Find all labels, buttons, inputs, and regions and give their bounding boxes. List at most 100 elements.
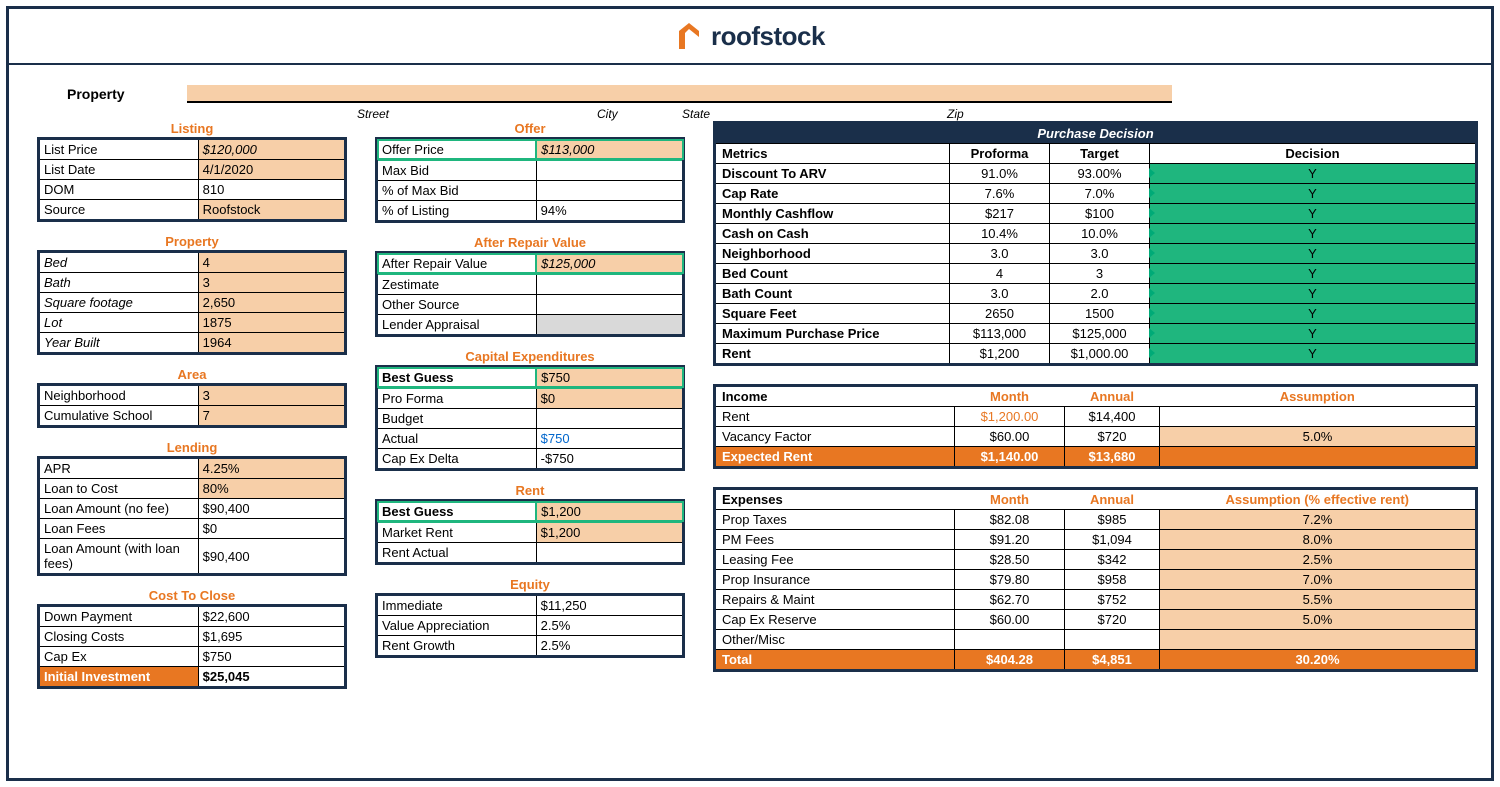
row-value[interactable]: 7 xyxy=(198,406,345,427)
cell: $14,400 xyxy=(1065,407,1160,427)
pd-cell: Cap Rate xyxy=(715,184,950,204)
row-value[interactable] xyxy=(536,315,683,336)
row-value[interactable]: 1964 xyxy=(198,333,345,354)
row-label: Loan Amount (with loan fees) xyxy=(39,539,199,575)
row-value[interactable] xyxy=(536,295,683,315)
cell: Cap Ex Reserve xyxy=(715,610,955,630)
row-value[interactable]: $1,200 xyxy=(536,522,683,543)
row-value[interactable]: $0 xyxy=(198,519,345,539)
cell: Expected Rent xyxy=(715,447,955,468)
cell: $404.28 xyxy=(955,650,1065,671)
row-value[interactable]: $22,600 xyxy=(198,606,345,627)
row-label: Loan Amount (no fee) xyxy=(39,499,199,519)
row-value[interactable]: $120,000 xyxy=(198,139,345,160)
cell: $79.80 xyxy=(955,570,1065,590)
cell: Repairs & Maint xyxy=(715,590,955,610)
row-value[interactable]: -$750 xyxy=(536,449,683,470)
row-value[interactable]: 2.5% xyxy=(536,616,683,636)
content-area: Property Street City State Zip Listing L… xyxy=(9,65,1491,699)
pd-header: Metrics xyxy=(715,144,950,164)
column-1: Listing List Price$120,000List Date4/1/2… xyxy=(37,121,347,689)
pd-cell: 3.0 xyxy=(950,244,1050,264)
pd-cell: Y xyxy=(1150,344,1477,365)
cell: $342 xyxy=(1065,550,1160,570)
row-value[interactable]: $11,250 xyxy=(536,595,683,616)
pd-cell: Square Feet xyxy=(715,304,950,324)
pd-cell: Y xyxy=(1150,204,1477,224)
row-value[interactable] xyxy=(536,181,683,201)
offer-block: Offer Offer Price$113,000Max Bid% of Max… xyxy=(375,121,685,223)
area-title: Area xyxy=(37,367,347,382)
pd-cell: $1,000.00 xyxy=(1050,344,1150,365)
row-value[interactable]: $750 xyxy=(198,647,345,667)
income-block: IncomeMonthAnnualAssumptionRent$1,200.00… xyxy=(713,384,1478,469)
property-address-row: Property Street City State Zip xyxy=(37,85,1463,103)
cell: $1,200.00 xyxy=(955,407,1065,427)
row-value[interactable]: 94% xyxy=(536,201,683,222)
row-value[interactable]: $1,200 xyxy=(536,501,683,523)
row-value[interactable]: 4.25% xyxy=(198,458,345,479)
row-label: Initial Investment xyxy=(39,667,199,688)
col-header: Month xyxy=(955,489,1065,510)
pd-cell: 2650 xyxy=(950,304,1050,324)
row-label: List Price xyxy=(39,139,199,160)
lending-table: APR4.25%Loan to Cost80%Loan Amount (no f… xyxy=(37,456,347,576)
row-value[interactable]: Roofstock xyxy=(198,200,345,221)
cell: $13,680 xyxy=(1065,447,1160,468)
row-value[interactable]: $25,045 xyxy=(198,667,345,688)
row-value[interactable]: $113,000 xyxy=(536,139,683,161)
cell: Prop Taxes xyxy=(715,510,955,530)
row-label: After Repair Value xyxy=(377,253,537,275)
row-value[interactable] xyxy=(536,409,683,429)
row-label: Square footage xyxy=(39,293,199,313)
pd-cell: 2.0 xyxy=(1050,284,1150,304)
cell: Rent xyxy=(715,407,955,427)
cell: $985 xyxy=(1065,510,1160,530)
row-label: DOM xyxy=(39,180,199,200)
row-value[interactable]: $1,695 xyxy=(198,627,345,647)
section-title: Income xyxy=(715,386,955,407)
row-value[interactable]: 810 xyxy=(198,180,345,200)
ctc-block: Cost To Close Down Payment$22,600Closing… xyxy=(37,588,347,689)
row-value[interactable]: 4 xyxy=(198,252,345,273)
equity-title: Equity xyxy=(375,577,685,592)
row-label: Cap Ex xyxy=(39,647,199,667)
field-street: Street xyxy=(357,107,389,121)
pd-cell: 1500 xyxy=(1050,304,1150,324)
arv-block: After Repair Value After Repair Value$12… xyxy=(375,235,685,337)
row-value[interactable]: $0 xyxy=(536,388,683,409)
pd-title: Purchase Decision xyxy=(715,123,1477,144)
row-value[interactable] xyxy=(536,274,683,295)
row-value[interactable]: $90,400 xyxy=(198,499,345,519)
address-input-bar[interactable]: Street City State Zip xyxy=(187,85,1172,103)
row-label: Other Source xyxy=(377,295,537,315)
row-value[interactable]: $750 xyxy=(536,367,683,389)
row-label: Down Payment xyxy=(39,606,199,627)
row-value[interactable] xyxy=(536,543,683,564)
row-value[interactable]: 4/1/2020 xyxy=(198,160,345,180)
row-value[interactable]: $90,400 xyxy=(198,539,345,575)
row-label: Loan Fees xyxy=(39,519,199,539)
row-value[interactable]: 2,650 xyxy=(198,293,345,313)
row-value[interactable]: 3 xyxy=(198,273,345,293)
row-label: Source xyxy=(39,200,199,221)
row-value[interactable]: 2.5% xyxy=(536,636,683,657)
row-label: Rent Growth xyxy=(377,636,537,657)
capex-block: Capital Expenditures Best Guess$750Pro F… xyxy=(375,349,685,471)
cell: $1,140.00 xyxy=(955,447,1065,468)
field-city: City xyxy=(597,107,618,121)
cell: Leasing Fee xyxy=(715,550,955,570)
row-value[interactable]: 3 xyxy=(198,385,345,406)
row-value[interactable]: 80% xyxy=(198,479,345,499)
cell: $60.00 xyxy=(955,610,1065,630)
cell: 8.0% xyxy=(1160,530,1477,550)
row-value[interactable]: 1875 xyxy=(198,313,345,333)
row-value[interactable]: $750 xyxy=(536,429,683,449)
brand-name: roofstock xyxy=(711,21,825,52)
row-value[interactable] xyxy=(536,160,683,181)
cell: $720 xyxy=(1065,610,1160,630)
cell: $4,851 xyxy=(1065,650,1160,671)
row-value[interactable]: $125,000 xyxy=(536,253,683,275)
roofstock-logo-icon xyxy=(675,19,703,53)
rent-block: Rent Best Guess$1,200Market Rent$1,200Re… xyxy=(375,483,685,565)
